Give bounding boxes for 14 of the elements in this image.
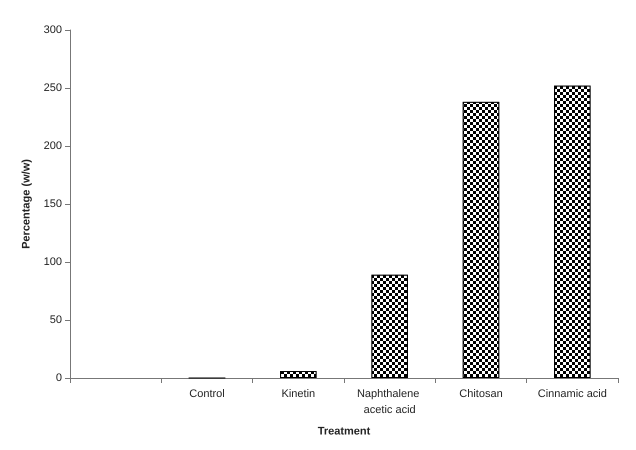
x-tick-label: Control	[189, 388, 225, 400]
y-tick-label: 50	[50, 314, 62, 326]
y-tick-label: 200	[44, 140, 62, 152]
y-tick-label: 300	[44, 24, 62, 36]
y-tick-label: 0	[56, 372, 62, 384]
x-axis-title: Treatment	[318, 426, 371, 438]
x-tick-label: Naphthalene acetic acid	[356, 388, 422, 416]
y-tick-label: 150	[44, 198, 62, 210]
x-tick-label: Kinetin	[282, 388, 316, 400]
y-tick-label: 100	[44, 256, 62, 268]
x-tick-label: Chitosan	[459, 388, 503, 400]
x-tick-label: Cinnamic acid	[538, 388, 607, 400]
y-tick-label: 250	[44, 82, 62, 94]
y-axis-title: Percentage (w/w)	[20, 158, 32, 249]
